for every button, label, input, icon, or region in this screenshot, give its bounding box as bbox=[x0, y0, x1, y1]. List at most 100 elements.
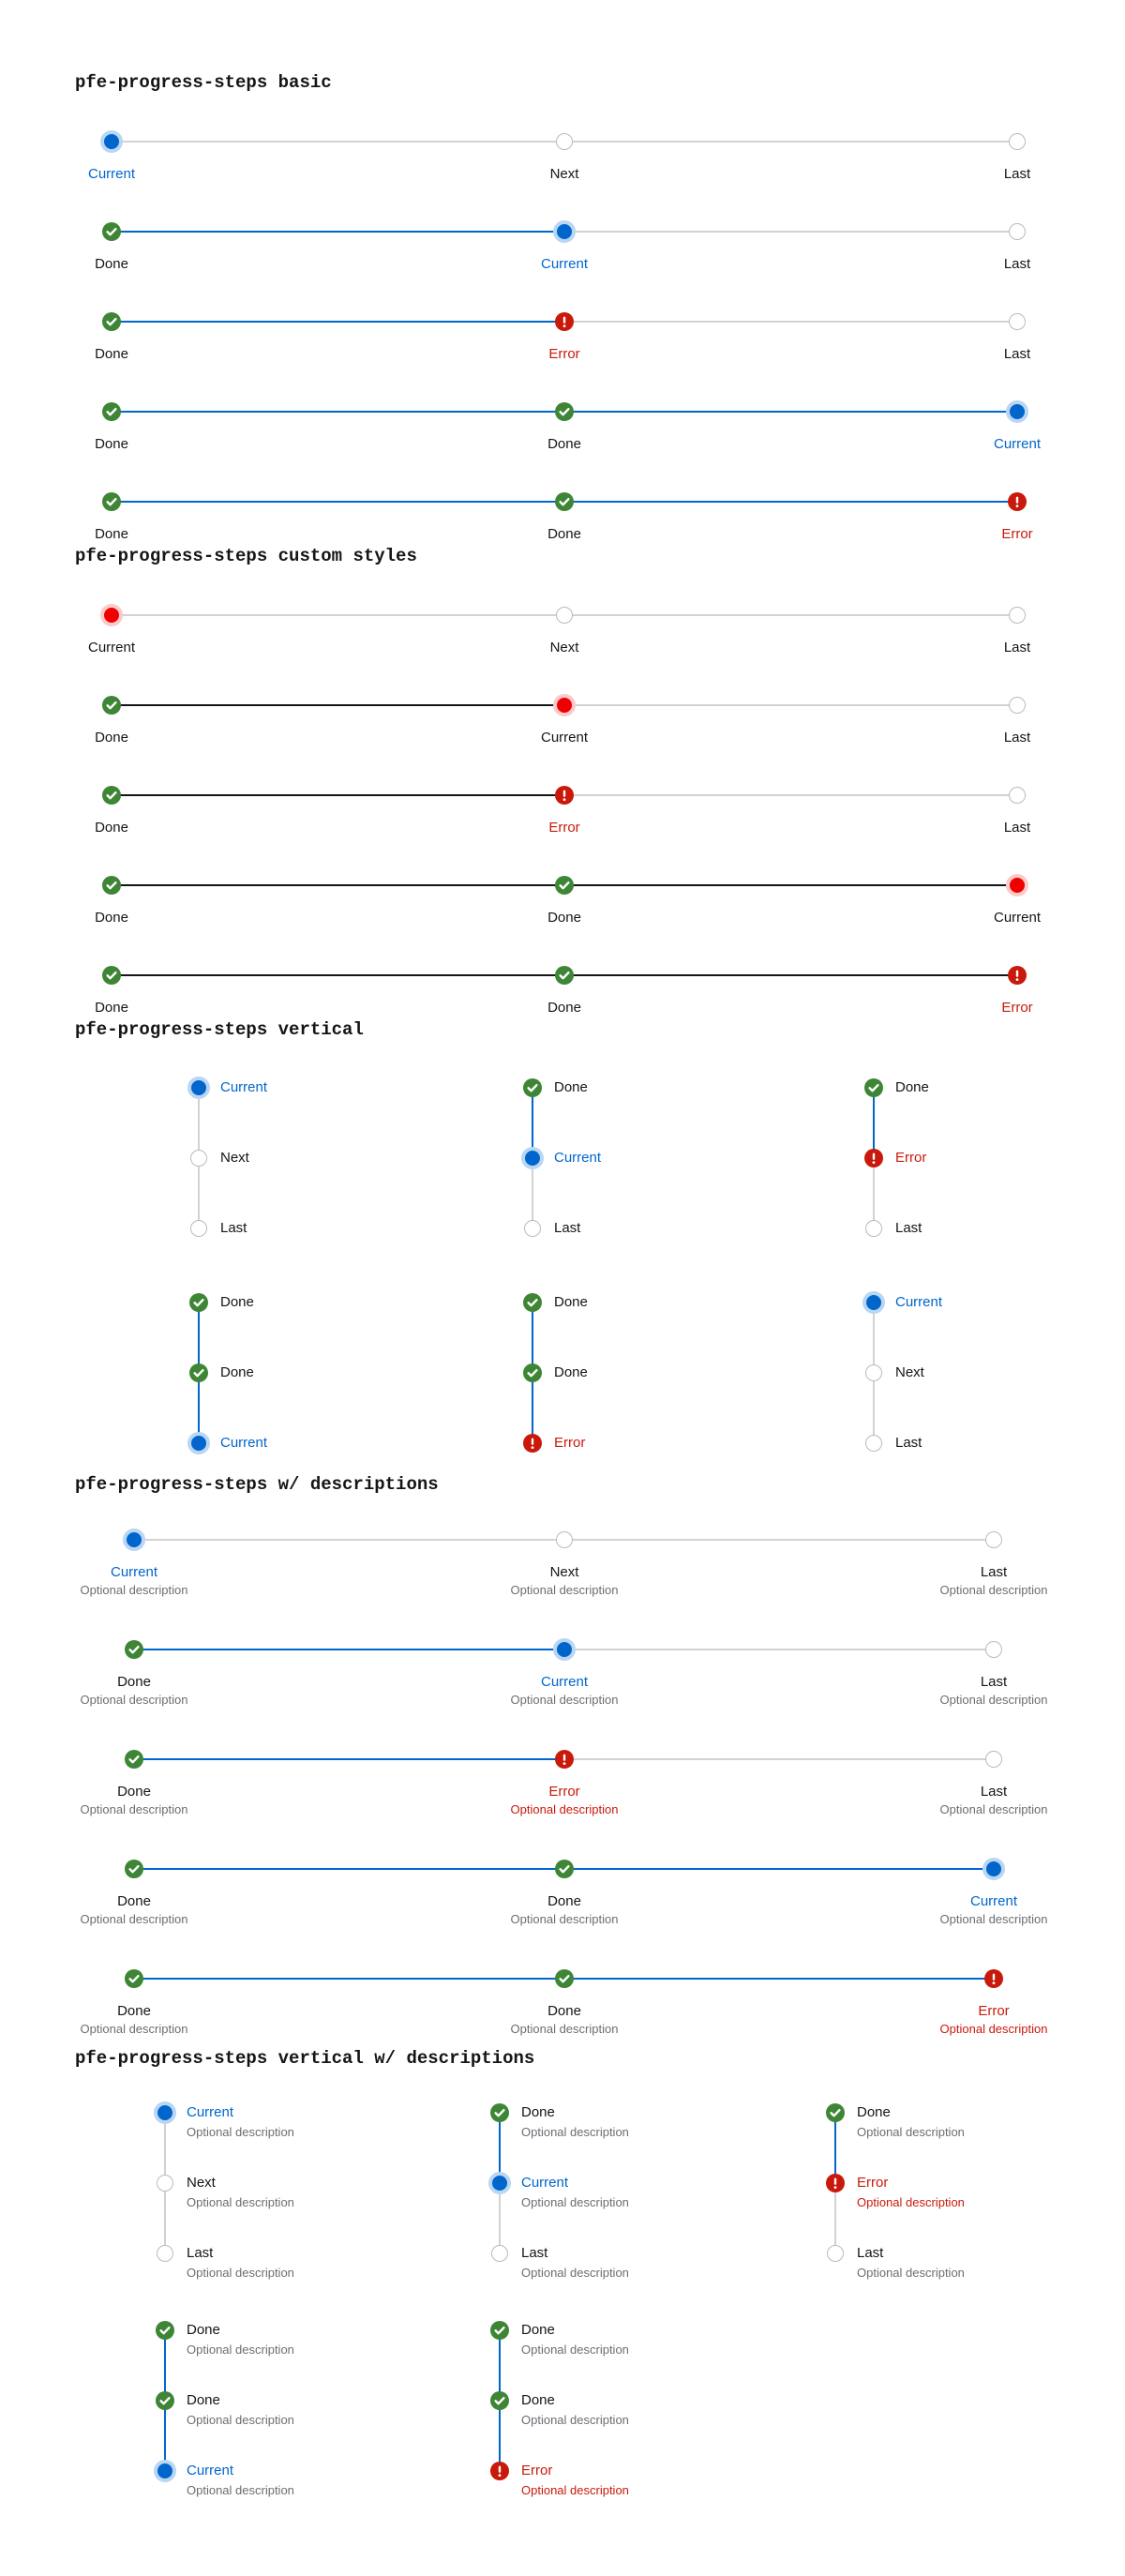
exclamation-circle-icon bbox=[984, 1969, 1003, 1988]
step-label: Current bbox=[220, 1435, 268, 1451]
progress-track-line bbox=[112, 411, 564, 413]
progress-track-line bbox=[198, 1158, 200, 1228]
step-description: Optional description bbox=[80, 1912, 188, 1926]
step-label: Error bbox=[521, 2463, 553, 2478]
progress-track-line bbox=[564, 1649, 994, 1650]
step-label: Done bbox=[548, 2003, 581, 2019]
step-label: Done bbox=[895, 1079, 929, 1095]
exclamation-circle-icon bbox=[490, 2462, 509, 2480]
empty-circle-icon bbox=[1009, 787, 1026, 804]
empty-circle-icon bbox=[985, 1531, 1002, 1548]
empty-circle-icon bbox=[491, 2245, 508, 2262]
step-label: Next bbox=[549, 166, 579, 182]
check-circle-icon bbox=[555, 966, 574, 985]
step-label: Done bbox=[548, 1893, 581, 1909]
check-circle-icon bbox=[156, 2391, 174, 2410]
progress-track-line bbox=[112, 141, 564, 143]
step-label: Last bbox=[521, 2245, 548, 2261]
step-description: Optional description bbox=[939, 1802, 1048, 1816]
current-dot-icon bbox=[1006, 400, 1028, 423]
exclamation-circle-icon bbox=[555, 1750, 574, 1769]
step-label: Last bbox=[895, 1435, 922, 1451]
check-circle-icon bbox=[523, 1078, 542, 1097]
check-circle-icon bbox=[156, 2321, 174, 2340]
step-label: Error bbox=[548, 820, 580, 836]
step-label: Last bbox=[187, 2245, 214, 2261]
step-label: Done bbox=[95, 910, 128, 926]
check-circle-icon bbox=[102, 402, 121, 421]
empty-circle-icon bbox=[556, 133, 573, 150]
step-label: Last bbox=[895, 1220, 922, 1236]
step-label: Done bbox=[857, 2104, 891, 2120]
current-dot-icon bbox=[154, 2101, 176, 2124]
progress-track-line bbox=[112, 794, 564, 796]
step-description: Optional description bbox=[939, 1693, 1048, 1707]
step-label: Error bbox=[978, 2003, 1010, 2019]
empty-circle-icon bbox=[556, 607, 573, 624]
progress-track-line bbox=[873, 1088, 875, 1158]
progress-track-line bbox=[112, 501, 564, 503]
step-label: Done bbox=[95, 526, 128, 542]
progress-track-line bbox=[198, 1303, 200, 1373]
progress-track-line bbox=[112, 704, 564, 706]
step-label: Next bbox=[549, 1564, 579, 1580]
progress-track-line bbox=[564, 231, 1017, 233]
step-label: Last bbox=[1003, 820, 1031, 836]
check-circle-icon bbox=[523, 1293, 542, 1312]
step-description: Optional description bbox=[80, 1802, 188, 1816]
step-label: Done bbox=[187, 2392, 220, 2408]
progress-track-line bbox=[873, 1158, 875, 1228]
step-label: Error bbox=[895, 1150, 927, 1166]
step-label: Last bbox=[1003, 256, 1031, 272]
progress-track-line bbox=[834, 2113, 836, 2183]
step-description: Optional description bbox=[510, 1693, 619, 1707]
progress-track-line bbox=[873, 1373, 875, 1443]
empty-circle-icon bbox=[865, 1364, 882, 1381]
step-description: Optional description bbox=[510, 2022, 619, 2036]
step-label: Done bbox=[95, 256, 128, 272]
progress-track-line bbox=[112, 231, 564, 233]
step-label: Done bbox=[95, 346, 128, 362]
empty-circle-icon bbox=[190, 1150, 207, 1167]
step-label: Done bbox=[117, 1784, 151, 1800]
step-label: Last bbox=[1003, 166, 1031, 182]
progress-track-line bbox=[112, 884, 564, 886]
current-dot-icon bbox=[862, 1291, 885, 1314]
step-description: Optional description bbox=[857, 2125, 965, 2139]
current-dot-icon bbox=[123, 1529, 145, 1551]
step-description: Optional description bbox=[510, 1583, 619, 1597]
exclamation-circle-icon bbox=[864, 1149, 883, 1167]
check-circle-icon bbox=[102, 786, 121, 805]
step-label: Last bbox=[1003, 346, 1031, 362]
current-dot-icon bbox=[553, 694, 576, 716]
check-circle-icon bbox=[826, 2103, 845, 2122]
empty-circle-icon bbox=[190, 1220, 207, 1237]
step-description: Optional description bbox=[939, 1912, 1048, 1926]
empty-circle-icon bbox=[1009, 697, 1026, 714]
check-circle-icon bbox=[490, 2391, 509, 2410]
current-dot-icon bbox=[553, 1638, 576, 1661]
step-description: Optional description bbox=[857, 2266, 965, 2280]
exclamation-circle-icon bbox=[555, 786, 574, 805]
progress-track-line bbox=[499, 2401, 501, 2471]
step-label: Done bbox=[117, 1893, 151, 1909]
progress-track-line bbox=[564, 411, 1017, 413]
section-title: pfe-progress-steps w/ descriptions bbox=[75, 1474, 439, 1495]
step-label: Last bbox=[980, 1674, 1008, 1690]
step-label: Done bbox=[548, 436, 581, 452]
empty-circle-icon bbox=[865, 1220, 882, 1237]
check-circle-icon bbox=[102, 966, 121, 985]
step-label: Error bbox=[1001, 1000, 1033, 1016]
step-description: Optional description bbox=[187, 2195, 294, 2209]
empty-circle-icon bbox=[985, 1641, 1002, 1658]
step-label: Current bbox=[87, 166, 136, 182]
progress-track-line bbox=[564, 884, 1017, 886]
step-label: Error bbox=[857, 2175, 889, 2191]
step-label: Done bbox=[548, 1000, 581, 1016]
step-description: Optional description bbox=[187, 2413, 294, 2427]
step-label: Done bbox=[521, 2104, 555, 2120]
check-circle-icon bbox=[864, 1078, 883, 1097]
empty-circle-icon bbox=[827, 2245, 844, 2262]
progress-track-line bbox=[532, 1158, 533, 1228]
step-label: Error bbox=[554, 1435, 586, 1451]
